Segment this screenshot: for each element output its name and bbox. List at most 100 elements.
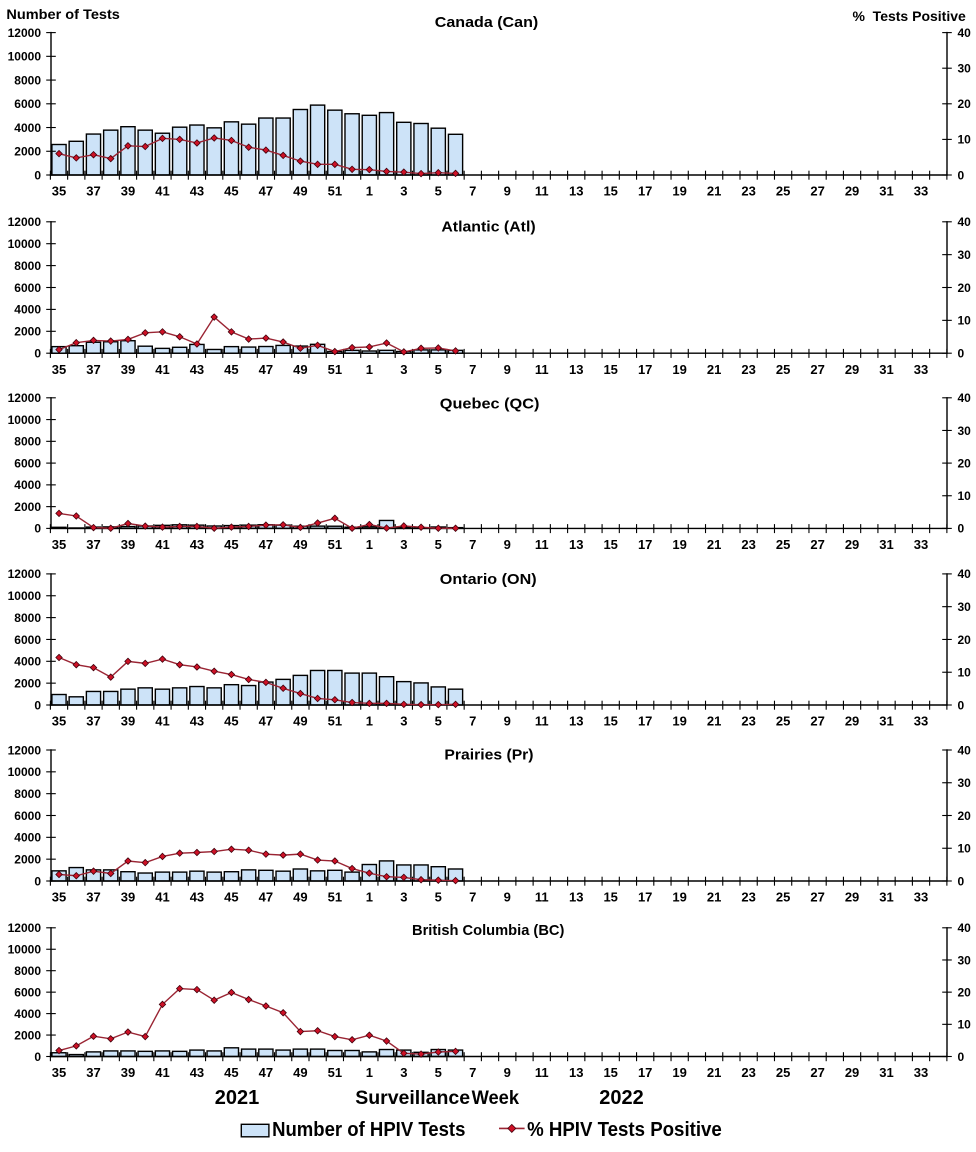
svg-text:41: 41 (155, 537, 169, 552)
svg-text:29: 29 (845, 184, 859, 199)
svg-text:40: 40 (958, 921, 972, 935)
svg-text:20: 20 (958, 633, 972, 647)
svg-text:25: 25 (776, 1065, 790, 1080)
svg-text:2000: 2000 (14, 1028, 41, 1042)
svg-text:Ontario (ON): Ontario (ON) (440, 571, 537, 588)
svg-text:51: 51 (328, 714, 342, 729)
svg-text:11: 11 (535, 184, 549, 199)
svg-text:29: 29 (845, 714, 859, 729)
svg-text:40: 40 (958, 215, 972, 229)
svg-text:49: 49 (293, 362, 307, 377)
svg-text:8000: 8000 (14, 611, 41, 625)
svg-text:23: 23 (741, 184, 755, 199)
svg-text:15: 15 (603, 184, 617, 199)
svg-text:20: 20 (958, 281, 972, 295)
svg-text:3: 3 (400, 184, 407, 199)
svg-text:27: 27 (810, 1065, 824, 1080)
svg-text:4000: 4000 (14, 831, 41, 845)
svg-text:47: 47 (259, 1065, 273, 1080)
svg-text:45: 45 (224, 184, 238, 199)
svg-text:21: 21 (707, 714, 721, 729)
svg-text:47: 47 (259, 537, 273, 552)
svg-text:19: 19 (672, 362, 686, 377)
svg-text:27: 27 (810, 714, 824, 729)
svg-text:Canada (Can): Canada (Can) (435, 14, 539, 31)
svg-text:20: 20 (958, 97, 972, 111)
svg-text:10000: 10000 (8, 413, 42, 427)
svg-text:1: 1 (366, 890, 373, 905)
svg-text:12000: 12000 (8, 743, 42, 757)
svg-text:Atlantic (Atl): Atlantic (Atl) (441, 219, 535, 236)
svg-text:11: 11 (535, 890, 549, 905)
svg-text:0: 0 (34, 168, 41, 182)
svg-text:12000: 12000 (8, 26, 42, 40)
svg-text:31: 31 (879, 184, 893, 199)
svg-text:5: 5 (435, 1065, 442, 1080)
svg-text:12000: 12000 (8, 215, 42, 229)
svg-text:2000: 2000 (14, 325, 41, 339)
svg-text:31: 31 (879, 890, 893, 905)
svg-text:33: 33 (914, 184, 928, 199)
svg-text:29: 29 (845, 362, 859, 377)
svg-text:10: 10 (958, 314, 972, 328)
svg-text:45: 45 (224, 1065, 238, 1080)
svg-text:13: 13 (569, 890, 583, 905)
svg-text:13: 13 (569, 714, 583, 729)
svg-text:2000: 2000 (14, 145, 41, 159)
svg-text:35: 35 (52, 537, 66, 552)
svg-text:19: 19 (672, 890, 686, 905)
svg-text:39: 39 (121, 184, 135, 199)
svg-text:2021: 2021 (215, 1087, 260, 1109)
svg-text:19: 19 (672, 184, 686, 199)
svg-text:15: 15 (603, 890, 617, 905)
svg-text:11: 11 (535, 362, 549, 377)
svg-text:9: 9 (504, 184, 511, 199)
svg-text:1: 1 (366, 184, 373, 199)
svg-text:47: 47 (259, 890, 273, 905)
svg-text:Quebec (QC): Quebec (QC) (440, 395, 540, 412)
svg-text:8000: 8000 (14, 73, 41, 87)
svg-text:8000: 8000 (14, 259, 41, 273)
svg-text:13: 13 (569, 537, 583, 552)
svg-text:43: 43 (190, 184, 204, 199)
svg-text:39: 39 (121, 537, 135, 552)
svg-text:35: 35 (52, 890, 66, 905)
svg-text:25: 25 (776, 537, 790, 552)
svg-text:7: 7 (469, 890, 476, 905)
svg-text:43: 43 (190, 1065, 204, 1080)
svg-text:31: 31 (879, 714, 893, 729)
svg-text:39: 39 (121, 714, 135, 729)
svg-text:0: 0 (34, 522, 41, 536)
svg-text:41: 41 (155, 1065, 169, 1080)
svg-text:51: 51 (328, 362, 342, 377)
svg-text:47: 47 (259, 714, 273, 729)
svg-text:27: 27 (810, 890, 824, 905)
svg-text:1: 1 (366, 537, 373, 552)
svg-text:6000: 6000 (14, 97, 41, 111)
svg-text:Number of HPIV Tests: Number of HPIV Tests (272, 1119, 465, 1141)
svg-text:9: 9 (504, 714, 511, 729)
svg-text:Week: Week (472, 1087, 520, 1109)
svg-text:0: 0 (958, 698, 965, 712)
svg-text:7: 7 (469, 1065, 476, 1080)
svg-text:23: 23 (741, 714, 755, 729)
svg-text:27: 27 (810, 184, 824, 199)
svg-text:Prairies (Pr): Prairies (Pr) (444, 747, 533, 764)
svg-text:5: 5 (435, 537, 442, 552)
svg-text:40: 40 (958, 391, 972, 405)
svg-text:0: 0 (34, 874, 41, 888)
svg-text:4000: 4000 (14, 1007, 41, 1021)
svg-text:13: 13 (569, 362, 583, 377)
svg-text:31: 31 (879, 1065, 893, 1080)
svg-text:3: 3 (400, 362, 407, 377)
svg-text:45: 45 (224, 537, 238, 552)
svg-text:7: 7 (469, 184, 476, 199)
svg-text:Number of Tests: Number of Tests (6, 6, 120, 22)
svg-text:10000: 10000 (8, 237, 42, 251)
svg-text:3: 3 (400, 1065, 407, 1080)
svg-text:10: 10 (958, 666, 972, 680)
svg-text:17: 17 (638, 714, 652, 729)
svg-text:5: 5 (435, 184, 442, 199)
svg-text:20: 20 (958, 985, 972, 999)
svg-text:49: 49 (293, 890, 307, 905)
